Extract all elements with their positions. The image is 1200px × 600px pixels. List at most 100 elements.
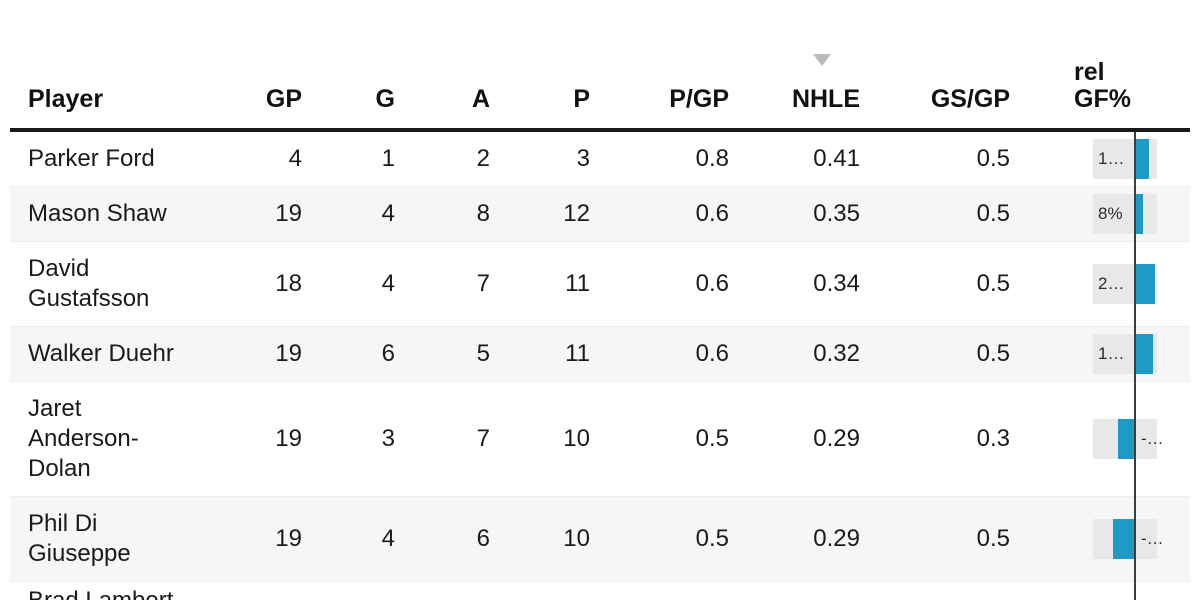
rel-gf-label: 2… (1098, 274, 1125, 293)
stat-gp: 19 (275, 525, 302, 552)
stat-nhle: 0.32 (813, 340, 860, 367)
rel-gf-label: 1… (1098, 149, 1125, 168)
table-row: Jaret Anderson-Dolan 19 3 7 10 0.5 0.29 … (10, 381, 1190, 496)
stat-g: 1 (381, 145, 395, 172)
rel-gf-label: 1… (1098, 344, 1125, 363)
col-header-a[interactable]: A (471, 85, 490, 113)
stat-a: 2 (476, 145, 490, 172)
table-body: Parker Ford 4 1 2 3 0.8 0.41 0.5 1… Maso… (10, 132, 1190, 600)
rel-gf-cell: -… (1010, 497, 1190, 581)
rel-gf-bar (1118, 419, 1134, 459)
player-name: Brad Lambert (10, 582, 186, 600)
stat-pgp: 0.5 (695, 425, 729, 452)
stat-p: 11 (565, 270, 590, 297)
col-header-pgp[interactable]: P/GP (669, 85, 729, 113)
stat-nhle (729, 582, 860, 600)
stat-g: 4 (381, 200, 395, 227)
stat-p: 10 (563, 425, 590, 452)
rel-gf-cell: 1… (1010, 327, 1190, 381)
stat-g: 3 (381, 425, 395, 452)
stat-p: 3 (576, 145, 590, 172)
rel-gf-chip (1093, 194, 1157, 234)
stat-gp: 19 (275, 340, 302, 367)
rel-gf-label: -… (1141, 529, 1164, 548)
col-header-g[interactable]: G (375, 85, 395, 113)
col-header-rel-gf-line2: GF% (1074, 85, 1131, 113)
table-row: Phil Di Giuseppe 19 4 6 10 0.5 0.29 0.5 … (10, 496, 1190, 581)
stat-gp: 4 (288, 145, 302, 172)
stat-a: 8 (476, 200, 490, 227)
stat-pgp: 0.5 (695, 525, 729, 552)
stat-gsgp: 0.5 (976, 340, 1010, 367)
stat-a: 5 (476, 340, 490, 367)
stat-nhle: 0.34 (813, 270, 860, 297)
col-header-rel-gf[interactable]: rel GF% (1010, 40, 1190, 128)
stat-p: 11 (565, 340, 590, 367)
stat-gsgp: 0.5 (976, 200, 1010, 227)
rel-gf-zero-axis (1134, 132, 1136, 600)
stat-p: 12 (563, 200, 590, 227)
stat-a: 7 (476, 270, 490, 297)
rel-gf-label: 8% (1098, 204, 1123, 223)
stat-pgp: 0.6 (695, 270, 729, 297)
rel-gf-bar (1136, 334, 1153, 374)
rel-gf-cell: 2… (1010, 242, 1190, 326)
stat-nhle: 0.35 (813, 200, 860, 227)
rel-gf-cell (1010, 582, 1190, 600)
col-header-nhle-label: NHLE (791, 85, 860, 113)
stat-gp: 18 (275, 270, 302, 297)
stat-gsgp: 0.3 (976, 425, 1010, 452)
stat-gsgp: 0.5 (976, 145, 1010, 172)
player-name: Walker Duehr (28, 340, 174, 367)
player-name: David Gustafsson (28, 255, 150, 312)
sort-desc-triangle-down-icon (813, 54, 831, 66)
table-row: David Gustafsson 18 4 7 11 0.6 0.34 0.5 … (10, 241, 1190, 326)
stat-gsgp (860, 582, 1010, 600)
rel-gf-label: -… (1141, 429, 1164, 448)
table-header-row: Player GP G A P P/GP NHLE GS/GP rel GF% (10, 40, 1190, 132)
stat-a: 6 (476, 525, 490, 552)
rel-gf-cell: 1… (1010, 132, 1190, 186)
stat-gsgp: 0.5 (976, 525, 1010, 552)
stat-g: 4 (381, 525, 395, 552)
table-row: Mason Shaw 19 4 8 12 0.6 0.35 0.5 8% (10, 186, 1190, 241)
stat-p: 10 (563, 525, 590, 552)
rel-gf-bar (1136, 194, 1143, 234)
col-header-p[interactable]: P (573, 85, 590, 113)
stat-nhle: 0.29 (813, 525, 860, 552)
player-name: Parker Ford (28, 145, 155, 172)
stat-pgp (590, 582, 729, 600)
stat-g: 6 (381, 340, 395, 367)
col-header-nhle[interactable]: NHLE (729, 40, 860, 128)
col-header-rel-gf-line1: rel (1074, 58, 1105, 86)
stat-g (302, 582, 395, 600)
player-stats-table: Player GP G A P P/GP NHLE GS/GP rel GF% … (10, 40, 1190, 600)
player-name: Phil Di Giuseppe (28, 510, 131, 567)
rel-gf-bar (1136, 139, 1149, 179)
stat-pgp: 0.6 (695, 200, 729, 227)
stat-gp: 19 (275, 200, 302, 227)
stat-a (395, 582, 490, 600)
stat-gp: 19 (275, 425, 302, 452)
player-name: Jaret Anderson-Dolan (28, 395, 139, 482)
col-header-player[interactable]: Player (28, 85, 104, 113)
stat-gsgp: 0.5 (976, 270, 1010, 297)
rel-gf-bar (1113, 519, 1134, 559)
stat-nhle: 0.29 (813, 425, 860, 452)
stat-pgp: 0.8 (695, 145, 729, 172)
rel-gf-cell: 8% (1010, 187, 1190, 241)
stat-a: 7 (476, 425, 490, 452)
table-row: Parker Ford 4 1 2 3 0.8 0.41 0.5 1… (10, 132, 1190, 186)
col-header-gp[interactable]: GP (265, 85, 302, 113)
stat-gp (186, 582, 302, 600)
stat-p (490, 582, 590, 600)
table-row: Walker Duehr 19 6 5 11 0.6 0.32 0.5 1… (10, 326, 1190, 381)
table-row: Brad Lambert (10, 581, 1190, 600)
stat-nhle: 0.41 (813, 145, 860, 172)
col-header-gsgp[interactable]: GS/GP (930, 85, 1010, 113)
stat-g: 4 (381, 270, 395, 297)
player-name: Mason Shaw (28, 200, 167, 227)
rel-gf-bar (1136, 264, 1155, 304)
rel-gf-cell: -… (1010, 382, 1190, 496)
